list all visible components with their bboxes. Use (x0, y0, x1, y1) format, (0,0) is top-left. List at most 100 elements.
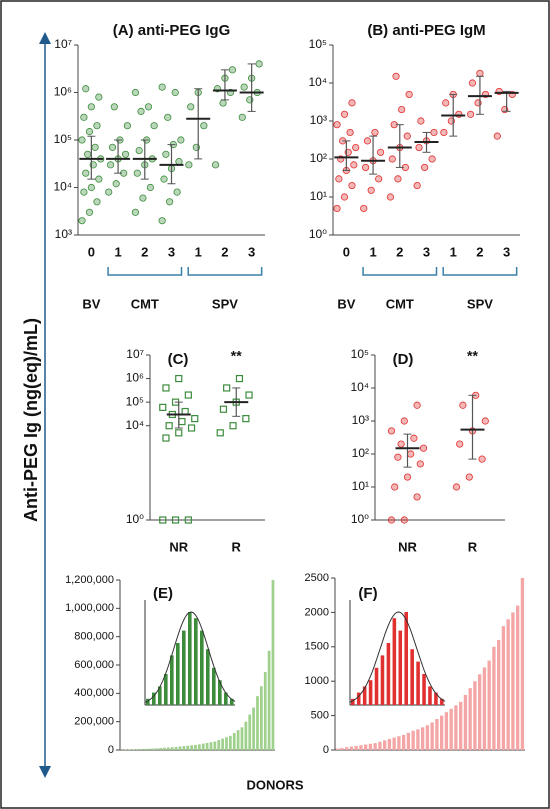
point (93, 198, 101, 206)
inset-bar (440, 698, 444, 705)
y-tick-label: 800,000 (74, 631, 114, 643)
group-label: BV (82, 296, 100, 311)
bar (454, 705, 458, 750)
point (238, 113, 246, 121)
point (387, 427, 396, 435)
y-tick-label: 10⁶ (126, 371, 144, 385)
x-tick-label: 1 (114, 244, 121, 259)
point (394, 453, 402, 461)
group-label: SPV (467, 296, 493, 311)
point (165, 422, 173, 430)
bar (240, 727, 244, 750)
bar (225, 737, 228, 750)
point (187, 424, 196, 432)
point (137, 107, 145, 116)
fit-curve (144, 611, 236, 703)
bar (478, 674, 482, 750)
point (386, 193, 395, 201)
x-tick-label: 3 (168, 244, 175, 259)
point (159, 403, 167, 411)
point (229, 422, 237, 430)
point (245, 391, 253, 399)
point (352, 143, 360, 152)
y-tick-label: 10⁷ (54, 37, 72, 51)
point (78, 217, 86, 225)
bar (444, 712, 449, 750)
chart-title: (B) anti-PEG IgM (367, 22, 485, 39)
point (144, 103, 153, 111)
inset-bar (188, 612, 192, 705)
bar (397, 736, 401, 750)
bar (151, 748, 155, 750)
group-label: SPV (212, 296, 238, 311)
inset-bar (374, 667, 379, 705)
point (187, 103, 195, 111)
x-tick-label: R (232, 539, 242, 554)
y-tick-label: 10⁰ (309, 227, 327, 241)
point (95, 175, 103, 183)
bar (267, 650, 271, 750)
x-tick-label: 3 (423, 244, 430, 259)
point (481, 417, 489, 425)
point (442, 99, 450, 107)
x-tick-label: 3 (503, 244, 510, 259)
point (360, 204, 368, 213)
point (340, 193, 349, 201)
point (391, 483, 399, 491)
point (407, 450, 415, 458)
point (171, 88, 179, 97)
point (416, 460, 424, 468)
point (452, 483, 461, 491)
point (164, 113, 172, 121)
bar (205, 742, 209, 750)
point (255, 60, 263, 68)
x-tick-label: R (468, 539, 478, 554)
point (440, 128, 448, 137)
bar (387, 738, 392, 750)
bar (497, 639, 501, 750)
point (178, 417, 186, 426)
x-tick-label: 2 (141, 244, 148, 259)
bar (209, 742, 213, 750)
bar (373, 743, 377, 750)
point (135, 146, 143, 155)
inset-bar (212, 667, 216, 705)
bar (178, 746, 182, 750)
inset-bar (194, 618, 198, 705)
bar (132, 749, 135, 750)
point (367, 186, 375, 194)
inset-bar (206, 649, 210, 705)
bar (271, 580, 275, 750)
point (415, 143, 423, 152)
group-label: BV (337, 296, 355, 311)
x-axis-label: DONORS (246, 777, 303, 792)
bar (155, 748, 159, 750)
bar (449, 708, 453, 750)
point (162, 384, 170, 392)
point (456, 440, 464, 448)
point (133, 169, 141, 177)
point (87, 103, 95, 111)
bar (487, 660, 491, 750)
bar (468, 688, 472, 750)
point (216, 429, 224, 437)
point (162, 434, 170, 442)
point (200, 122, 208, 130)
point (466, 110, 475, 118)
annotation: ** (467, 348, 478, 364)
bar (368, 743, 373, 750)
point (80, 113, 88, 121)
bar (425, 725, 430, 750)
bar (174, 746, 178, 750)
inset-bar (182, 630, 186, 705)
fit-curve (349, 611, 446, 703)
point (376, 148, 385, 156)
point (398, 105, 406, 114)
y-tick-label: 200,000 (74, 716, 114, 728)
bar (167, 747, 170, 750)
bar (359, 745, 363, 750)
point (171, 516, 180, 524)
point (82, 169, 90, 177)
bar (229, 735, 232, 750)
